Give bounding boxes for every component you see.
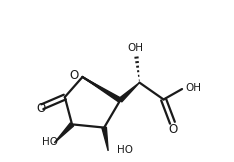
Polygon shape [102,127,108,151]
Text: HO: HO [42,137,58,147]
Polygon shape [54,123,74,143]
Text: O: O [37,102,46,115]
Polygon shape [119,83,139,102]
Text: O: O [69,69,78,82]
Polygon shape [82,77,121,102]
Text: OH: OH [185,83,201,93]
Text: OH: OH [128,43,143,53]
Text: HO: HO [117,145,133,155]
Text: O: O [168,123,178,137]
